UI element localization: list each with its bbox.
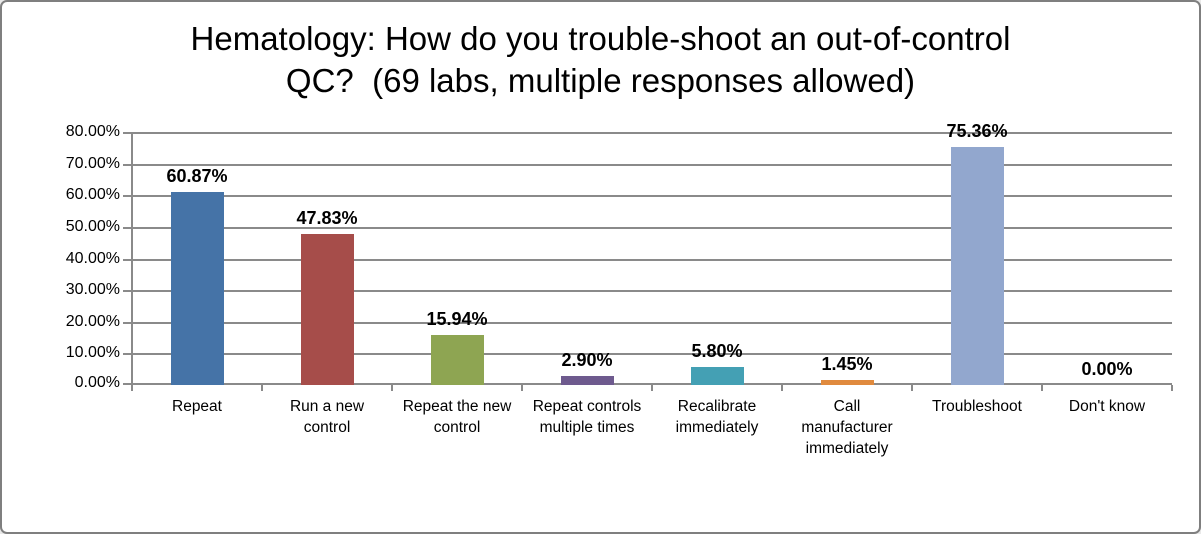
bar-value-label: 2.90% bbox=[561, 350, 613, 370]
y-axis-tick bbox=[123, 383, 132, 385]
category-label: Troubleshoot bbox=[932, 398, 1022, 415]
x-axis-tick bbox=[911, 385, 913, 391]
category-label: Don't know bbox=[1068, 398, 1146, 415]
category-label: Call manufacturer immediately bbox=[801, 398, 893, 457]
bar-value-label: 47.83% bbox=[296, 208, 358, 228]
plot-area: 60.87% 47.83% 15.94% 2.90% 5.80% 1.45% 75.36% 0… bbox=[123, 121, 1173, 391]
x-axis-tick bbox=[1171, 385, 1173, 391]
bar bbox=[171, 192, 224, 385]
y-axis-tick bbox=[123, 353, 132, 355]
gridline bbox=[132, 195, 1172, 197]
category-label: Repeat controls multiple times bbox=[532, 398, 642, 436]
x-axis-tick bbox=[261, 385, 263, 391]
bar-value-label: 1.45% bbox=[821, 354, 873, 374]
title-line-1: Hematology: How do you trouble-shoot an … bbox=[190, 20, 1011, 57]
x-axis-tick bbox=[781, 385, 783, 391]
title-line-2: QC? (69 labs, multiple responses allowed… bbox=[285, 62, 916, 99]
gridline bbox=[132, 259, 1172, 261]
y-tick-label: 50.00% bbox=[65, 218, 120, 235]
y-axis-tick bbox=[123, 322, 132, 324]
y-tick-label: 0.00% bbox=[74, 374, 120, 391]
x-axis-tick bbox=[131, 385, 133, 391]
y-tick-label: 40.00% bbox=[65, 250, 120, 267]
y-tick-label: 60.00% bbox=[65, 186, 120, 203]
chart-title: Hematology: How do you trouble-shoot an … bbox=[2, 18, 1199, 102]
x-axis-tick bbox=[651, 385, 653, 391]
bar bbox=[561, 376, 614, 385]
y-axis-tick bbox=[123, 290, 132, 292]
bar-value-label: 0.00% bbox=[1081, 359, 1133, 379]
x-axis-line bbox=[132, 383, 1172, 385]
category-label: Recalibrate immediately bbox=[675, 398, 759, 436]
gridline bbox=[132, 227, 1172, 229]
y-tick-label: 80.00% bbox=[65, 123, 120, 140]
bar bbox=[821, 380, 874, 385]
y-axis-tick bbox=[123, 227, 132, 229]
bar-value-label: 75.36% bbox=[946, 121, 1008, 141]
y-axis-labels: 80.00% 70.00% 60.00% 50.00% 40.00% 30.00% 20.0… bbox=[2, 123, 120, 391]
y-tick-label: 30.00% bbox=[65, 281, 120, 298]
category-label: Repeat the new control bbox=[402, 398, 512, 436]
x-axis-tick bbox=[391, 385, 393, 391]
y-axis-line bbox=[131, 132, 133, 385]
bar bbox=[301, 234, 354, 385]
bar-value-label: 15.94% bbox=[426, 309, 488, 329]
y-tick-label: 20.00% bbox=[65, 313, 120, 330]
gridline bbox=[132, 353, 1172, 355]
bar bbox=[691, 367, 744, 385]
gridline bbox=[132, 290, 1172, 292]
bar-value-label: 5.80% bbox=[691, 341, 743, 361]
bar bbox=[951, 147, 1004, 385]
y-axis-tick bbox=[123, 259, 132, 261]
y-axis-tick bbox=[123, 164, 132, 166]
y-tick-label: 70.00% bbox=[65, 155, 120, 172]
gridline bbox=[132, 132, 1172, 134]
category-label: Repeat bbox=[172, 398, 222, 415]
gridline bbox=[132, 164, 1172, 166]
y-axis-tick bbox=[123, 132, 132, 134]
y-tick-label: 10.00% bbox=[65, 344, 120, 361]
x-axis-tick bbox=[521, 385, 523, 391]
category-label: Run a new control bbox=[289, 398, 365, 436]
y-axis-tick bbox=[123, 195, 132, 197]
gridline bbox=[132, 322, 1172, 324]
x-axis-tick bbox=[1041, 385, 1043, 391]
bar-value-label: 60.87% bbox=[166, 166, 228, 186]
bar bbox=[431, 335, 484, 385]
